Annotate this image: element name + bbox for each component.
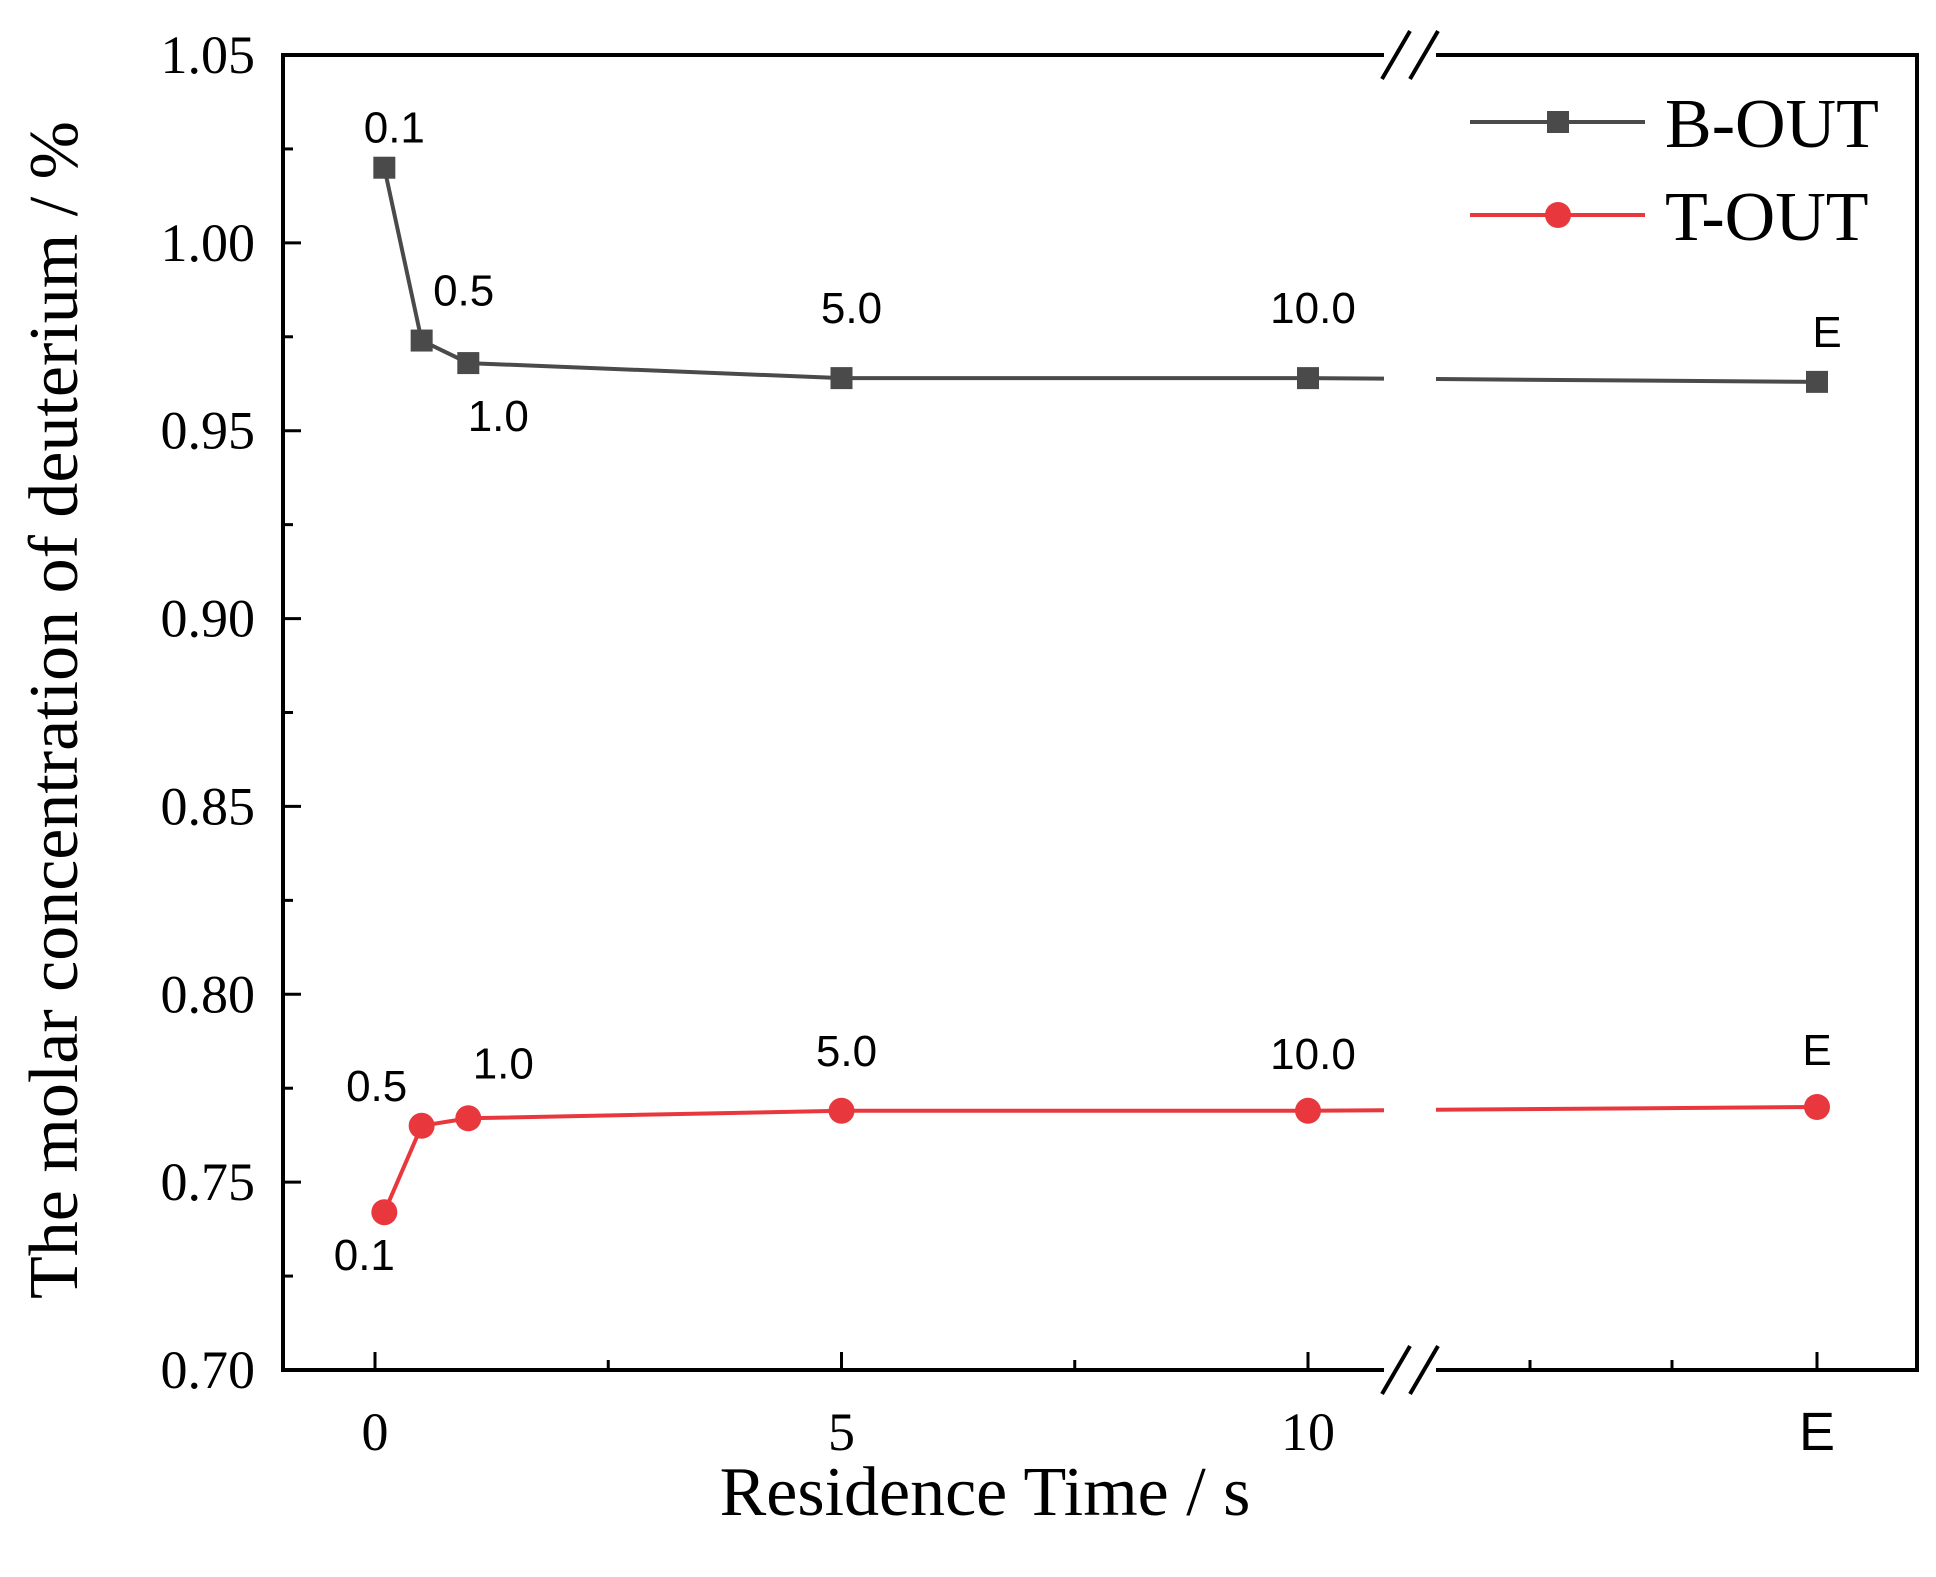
data-point-circle: [455, 1105, 482, 1132]
data-point-circle: [828, 1097, 855, 1124]
legend: B-OUT T-OUT: [1470, 86, 1879, 256]
y-axis-ticks: 0.70 0.75 0.80 0.85 0.90 0.95 1.00 1.05: [161, 25, 301, 1400]
data-label: E: [1802, 1026, 1831, 1075]
data-label: 1.0: [468, 392, 529, 441]
data-point-circle: [371, 1199, 398, 1226]
series-line-segment: [1435, 1105, 1818, 1112]
data-label: 0.5: [433, 267, 494, 316]
legend-label: B-OUT: [1665, 86, 1879, 163]
x-tick-label: 5: [828, 1402, 855, 1462]
x-axis-ticks: 0 5 10 E: [362, 1352, 1835, 1462]
data-label: 5.0: [821, 284, 882, 333]
y-tick-label: 1.05: [161, 25, 256, 85]
legend-marker: [1547, 111, 1569, 133]
legend-marker: [1545, 202, 1571, 228]
y-tick-label: 0.90: [161, 589, 256, 649]
y-tick-label: 0.95: [161, 401, 256, 461]
axis-break-mark-bottom: [1408, 1344, 1440, 1396]
data-point-square: [373, 156, 396, 179]
data-point-square: [1806, 370, 1828, 393]
series-line: [382, 1108, 1308, 1213]
x-tick-label: E: [1799, 1402, 1835, 1462]
data-point-circle: [1804, 1094, 1830, 1120]
data-label: 0.1: [334, 1231, 395, 1280]
data-point-square: [830, 367, 853, 390]
data-point-square: [1297, 367, 1319, 390]
y-axis-label: The molar concentration of deuterium / %: [16, 121, 93, 1299]
series-line-segment: [1307, 376, 1385, 381]
data-label: 0.1: [364, 104, 425, 153]
data-label: 10.0: [1270, 1030, 1356, 1079]
x-tick-label: 0: [362, 1402, 389, 1462]
axis-break-mark-bottom: [1380, 1344, 1412, 1396]
data-label: E: [1812, 308, 1841, 357]
y-tick-label: 1.00: [161, 213, 256, 273]
y-tick-label: 0.70: [161, 1340, 256, 1400]
series-layer: [371, 156, 1830, 1226]
data-point-circle: [1295, 1097, 1321, 1124]
point-labels: 0.1 0.5 1.0 5.0 10.0 E 0.1 0.5 1.0 5.0 10.0 E: [334, 104, 1842, 1280]
legend-label: T-OUT: [1665, 179, 1869, 256]
x-tick-label: 10: [1281, 1402, 1335, 1462]
y-tick-label: 0.80: [161, 964, 256, 1024]
data-point-circle: [408, 1112, 435, 1139]
series-line: [382, 167, 1308, 381]
data-label: 10.0: [1270, 284, 1356, 333]
data-point-square: [410, 329, 433, 352]
y-tick-label: 0.85: [161, 776, 256, 836]
data-label: 0.5: [346, 1062, 407, 1111]
y-tick-label: 0.75: [161, 1152, 256, 1212]
axis-break-mark-top: [1408, 29, 1440, 81]
data-label: 5.0: [816, 1027, 877, 1076]
data-point-square: [457, 352, 480, 375]
data-label: 1.0: [473, 1039, 534, 1088]
axis-break-mark-top: [1380, 29, 1412, 81]
x-axis-label: Residence Time / s: [720, 1454, 1251, 1531]
series-line-segment: [1435, 377, 1818, 384]
